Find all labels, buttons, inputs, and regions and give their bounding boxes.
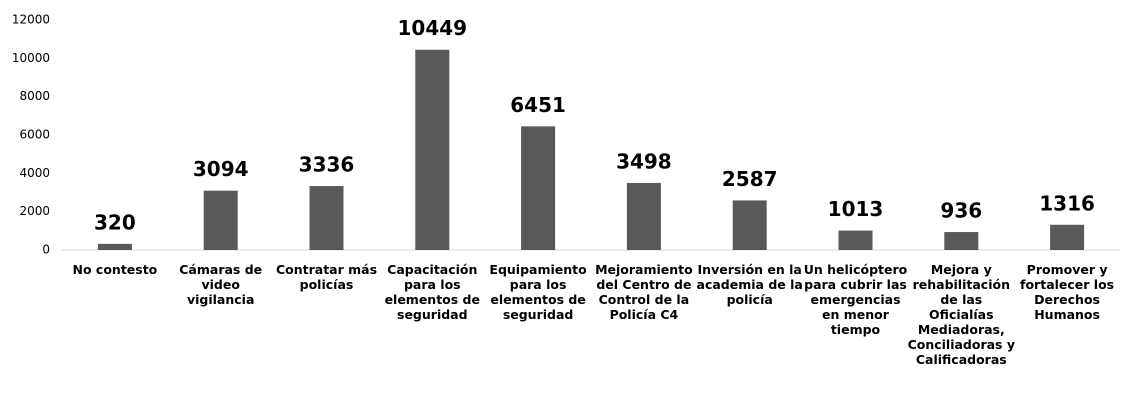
data-label: 320	[94, 210, 136, 234]
bar	[1050, 224, 1085, 250]
y-tick-label: 12000	[12, 13, 50, 27]
y-tick-label: 6000	[19, 128, 50, 142]
bar	[944, 232, 979, 250]
x-tick-label: No contesto	[72, 262, 158, 277]
x-tick-label: Cámaras de video vigilancia	[179, 262, 263, 307]
y-tick-label: 10000	[12, 51, 50, 65]
bar	[838, 230, 873, 250]
y-tick-label: 2000	[19, 204, 50, 218]
bar	[521, 126, 556, 250]
bar	[309, 186, 344, 250]
y-tick-label: 8000	[19, 89, 50, 103]
bar	[415, 49, 450, 250]
x-tick-label: Mejora y rehabilitación de las Oficialía…	[907, 262, 1015, 367]
bar	[203, 190, 238, 250]
y-tick-label: 4000	[19, 166, 50, 180]
x-tick-label: Contratar más policías	[275, 262, 378, 292]
data-label: 1316	[1039, 191, 1095, 215]
data-label: 10449	[398, 16, 468, 40]
data-label: 936	[940, 199, 982, 223]
x-tick-label: Capacitación para los elementos de segur…	[384, 262, 480, 322]
data-label: 3498	[616, 149, 672, 173]
x-tick-label: Promover y fortalecer los Derechos Human…	[1020, 262, 1115, 322]
x-tick-label: Inversión en la academia de la policía	[696, 262, 803, 307]
data-label: 6451	[510, 93, 566, 117]
data-label: 3336	[299, 153, 355, 177]
x-tick-label: Equipamiento para los elementos de segur…	[489, 262, 587, 322]
data-label: 1013	[828, 197, 884, 221]
data-label: 3094	[193, 157, 249, 181]
x-tick-label: Un helicóptero para cubrir las emergenci…	[803, 262, 908, 337]
y-tick-label: 0	[42, 243, 50, 257]
bar	[97, 243, 132, 250]
x-tick-label: Mejoramiento del Centro de Control de la…	[595, 262, 693, 322]
bar	[626, 182, 661, 250]
data-label: 2587	[722, 167, 778, 191]
bar	[732, 200, 767, 250]
